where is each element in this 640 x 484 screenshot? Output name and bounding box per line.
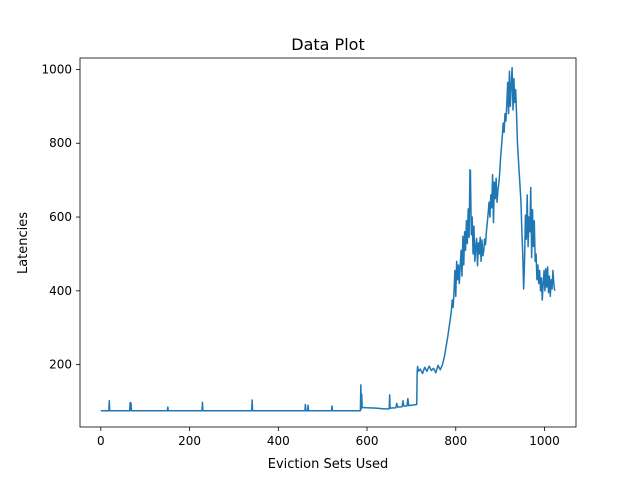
plot-area: 0 200 400 600 800 1000 200 400 600 800 1000 bbox=[41, 57, 577, 448]
y-tick-label: 400 bbox=[49, 284, 72, 298]
y-axis-label: Latencies bbox=[16, 212, 31, 274]
y-tick-label: 200 bbox=[49, 358, 72, 372]
y-tick-label: 1000 bbox=[41, 62, 72, 76]
chart-title: Data Plot bbox=[291, 35, 364, 54]
x-tick-label: 0 bbox=[97, 434, 105, 448]
x-tick-label: 200 bbox=[178, 434, 201, 448]
x-tick-label: 400 bbox=[267, 434, 290, 448]
x-axis-label: Eviction Sets Used bbox=[268, 457, 389, 472]
y-tick-label: 600 bbox=[49, 210, 72, 224]
x-tick-label: 1000 bbox=[529, 434, 560, 448]
x-tick-label: 600 bbox=[356, 434, 379, 448]
x-tick-label: 800 bbox=[444, 434, 467, 448]
series-line-0 bbox=[100, 66, 556, 412]
y-tick-label: 800 bbox=[49, 136, 72, 150]
axes-frame bbox=[79, 57, 577, 428]
